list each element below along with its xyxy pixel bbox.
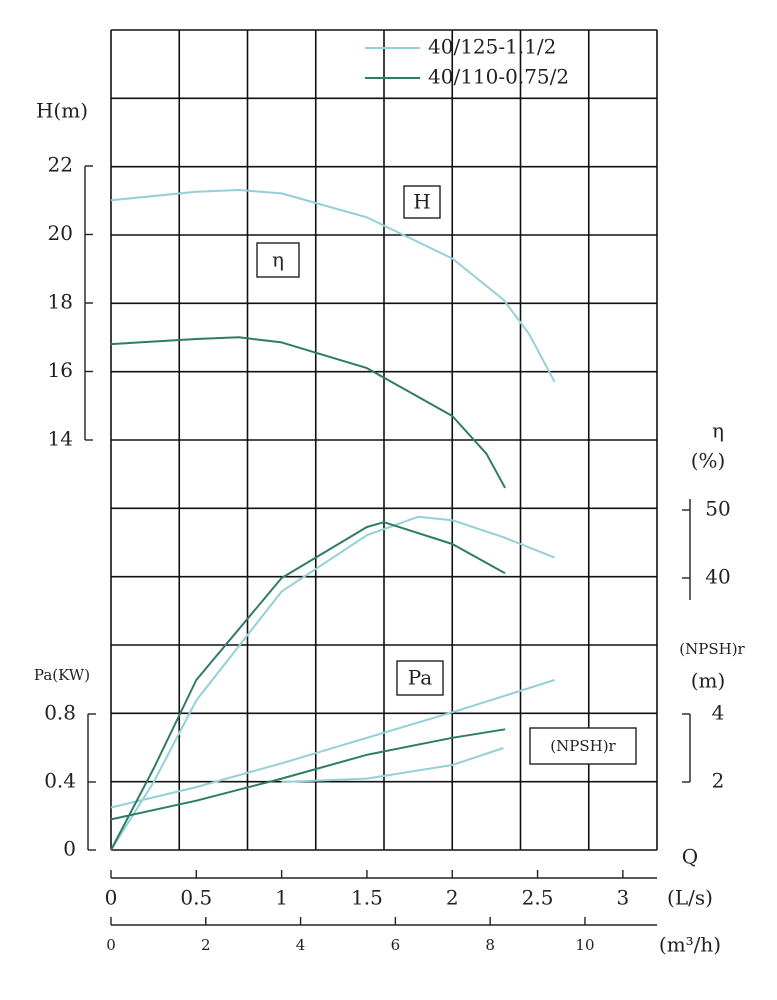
x2-tick-label: 2 [201, 936, 211, 954]
y-tick-label: 0.4 [44, 769, 76, 793]
y-axis-label: (m) [691, 669, 726, 693]
x2-axis-unit: (m³/h) [659, 933, 721, 957]
y-axis-label: (NPSH)r [679, 640, 745, 658]
y-tick-label: 40 [705, 565, 730, 589]
annotation-box [256, 242, 300, 278]
x-axis-unit: (L/s) [667, 886, 713, 910]
curve [110, 728, 506, 821]
y-tick-label: 50 [705, 497, 730, 521]
x-tick-label: 1.5 [351, 886, 383, 910]
legend-label: 40/110-0.75/2 [428, 65, 569, 89]
y-tick-label: 16 [48, 358, 73, 382]
x-tick-label: 0 [105, 886, 118, 910]
curve [110, 679, 555, 809]
y-tick-label: 4 [712, 701, 725, 725]
curve [110, 336, 506, 489]
x-axis-label: Q [682, 845, 698, 869]
x2-tick-label: 10 [575, 936, 594, 954]
x2-tick-label: 0 [106, 936, 116, 954]
y-axis-label: (%) [691, 449, 726, 473]
x2-tick-label: 8 [485, 936, 495, 954]
annotation-box [529, 727, 637, 765]
x-tick-label: 0.5 [180, 886, 212, 910]
y-tick-label: 0.8 [44, 701, 76, 725]
x-tick-label: 1 [275, 886, 288, 910]
curve [110, 189, 556, 383]
annotation: H [413, 190, 430, 214]
x-tick-label: 2 [446, 886, 459, 910]
curve [281, 747, 504, 783]
y-axis-label: H(m) [36, 99, 88, 123]
x2-tick-label: 4 [296, 936, 306, 954]
y-tick-label: 2 [712, 769, 725, 793]
x-tick-label: 2.5 [522, 886, 554, 910]
y-tick-label: 0 [63, 837, 76, 861]
y-tick-label: 14 [48, 427, 73, 451]
y-tick-label: 20 [48, 221, 73, 245]
y-tick-label: 22 [48, 153, 73, 177]
annotation: (NPSH)r [550, 737, 616, 755]
y-axis-label: η [712, 419, 724, 443]
annotation-box [396, 660, 444, 696]
y-tick-label: 18 [48, 290, 73, 314]
annotation: Pa [408, 666, 433, 690]
x-tick-label: 3 [617, 886, 630, 910]
x2-tick-label: 6 [391, 936, 401, 954]
legend-label: 40/125-1.1/2 [428, 35, 556, 59]
curve [110, 521, 506, 851]
curve [110, 515, 555, 851]
annotation: η [272, 248, 284, 272]
y-axis-label: Pa(KW) [34, 666, 90, 684]
annotation-box [403, 185, 441, 219]
